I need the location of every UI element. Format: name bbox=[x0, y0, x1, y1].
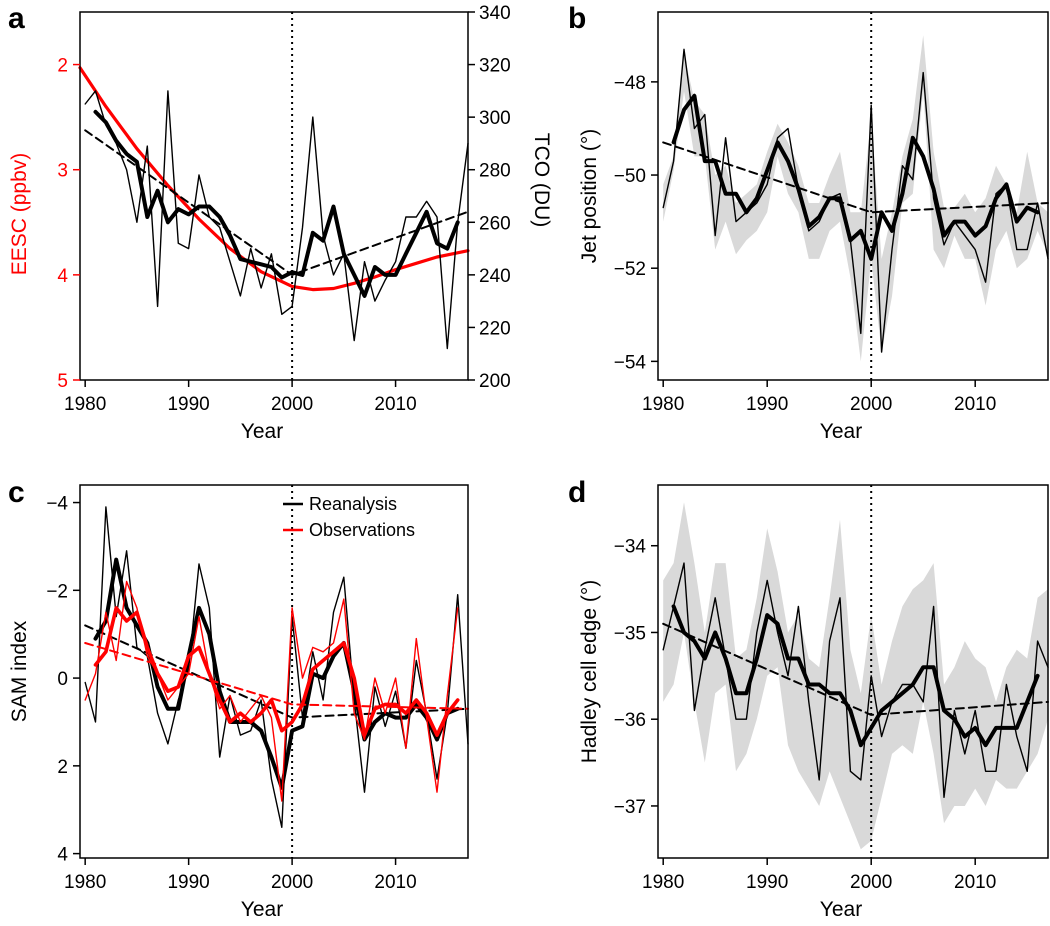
y-tick-label-right: 300 bbox=[479, 108, 511, 129]
y-tick-label: 2 bbox=[57, 757, 68, 778]
series-observations-trend bbox=[84, 642, 469, 710]
y-tick-label: −36 bbox=[614, 710, 646, 731]
series-jet-smoothed bbox=[671, 93, 1040, 261]
y-tick-label: −54 bbox=[614, 352, 647, 373]
x-axis-label: Year bbox=[820, 898, 862, 921]
series-reanalysis-annual bbox=[84, 506, 469, 828]
y-tick-label: −48 bbox=[614, 73, 646, 94]
x-tick-label: 1980 bbox=[64, 394, 106, 415]
uncertainty-band bbox=[663, 35, 1048, 362]
series-observations-smoothed bbox=[93, 606, 460, 737]
y-tick-label: −34 bbox=[614, 537, 647, 558]
y-tick-label-left: 5 bbox=[57, 371, 68, 392]
uncertainty-band bbox=[663, 502, 1048, 850]
y-axis-label-right: TCO (DU) bbox=[530, 133, 553, 227]
x-axis-label: Year bbox=[241, 420, 283, 443]
axes-frame bbox=[657, 484, 1049, 859]
series-observations-annual bbox=[84, 580, 459, 802]
y-tick-label-right: 320 bbox=[479, 56, 511, 77]
series-hadley-smoothed bbox=[671, 604, 1040, 748]
panel-letter: c bbox=[8, 476, 25, 509]
y-tick-label-left: 2 bbox=[57, 56, 68, 77]
panel-d: d 1980 1990 2000 2010 Year −34 −35 −36 −37 Hadley … bbox=[568, 476, 1049, 921]
y-axis-label: Hadley cell edge (°) bbox=[578, 580, 601, 763]
x-tick-label: 2000 bbox=[850, 394, 892, 415]
axes-frame bbox=[79, 484, 469, 859]
y-tick-label: −35 bbox=[614, 623, 646, 644]
y-tick-label-right: 200 bbox=[479, 371, 511, 392]
x-tick-label: 2010 bbox=[374, 394, 416, 415]
x-tick-label: 1980 bbox=[642, 394, 684, 415]
y-axis-label: SAM index bbox=[8, 620, 31, 722]
legend-label-observations: Observations bbox=[309, 520, 415, 540]
x-tick-label: 1990 bbox=[167, 872, 209, 893]
x-tick-label: 1990 bbox=[746, 872, 788, 893]
series-hadley-trend bbox=[662, 622, 1049, 716]
y-tick-label-left: 4 bbox=[57, 266, 68, 287]
y-tick-label-right: 240 bbox=[479, 266, 511, 287]
x-tick-label: 1990 bbox=[167, 394, 209, 415]
x-axis-label: Year bbox=[820, 420, 862, 443]
y-tick-label: −2 bbox=[46, 581, 68, 602]
series-eesc bbox=[78, 66, 470, 292]
y-tick-label: 4 bbox=[57, 845, 68, 866]
y-tick-label: −50 bbox=[614, 166, 646, 187]
y-tick-label: −52 bbox=[614, 259, 646, 280]
x-tick-label: 2010 bbox=[954, 872, 996, 893]
y-axis-label-left: EESC (ppbv) bbox=[8, 153, 31, 276]
y-tick-label: −37 bbox=[614, 797, 646, 818]
axes-frame bbox=[657, 11, 1049, 381]
series-reanalysis-smoothed bbox=[93, 557, 460, 790]
x-tick-label: 2010 bbox=[374, 872, 416, 893]
y-tick-label-right: 280 bbox=[479, 161, 511, 182]
panel-letter: b bbox=[568, 2, 586, 35]
y-axis-label: Jet position (°) bbox=[578, 129, 601, 263]
series-jet-trend bbox=[662, 141, 1049, 214]
axes-frame bbox=[79, 11, 469, 381]
panel-a: a 1980 1990 2000 2010 Year 2 3 4 5 EESC (ppbv) 200 2… bbox=[8, 2, 553, 443]
y-tick-label-right: 260 bbox=[479, 213, 511, 234]
x-axis-label: Year bbox=[241, 898, 283, 921]
series-tco-smoothed bbox=[93, 109, 460, 298]
panel-c: c 1980 1990 2000 2010 Year −4 −2 0 2 4 SAM index Rea… bbox=[8, 476, 469, 921]
x-tick-label: 1990 bbox=[746, 394, 788, 415]
x-tick-label: 2000 bbox=[850, 872, 892, 893]
x-tick-label: 1980 bbox=[64, 872, 106, 893]
panel-b: b 1980 1990 2000 2010 Year −48 −50 −52 −54 Jet pos… bbox=[568, 2, 1049, 443]
y-tick-label-right: 340 bbox=[479, 3, 511, 24]
x-tick-label: 2000 bbox=[271, 872, 313, 893]
series-jet-annual bbox=[662, 48, 1049, 353]
series-tco-trend bbox=[84, 129, 469, 276]
series-tco-annual bbox=[84, 90, 469, 350]
legend: Reanalysis Observations bbox=[283, 494, 415, 540]
x-tick-label: 1980 bbox=[642, 872, 684, 893]
x-tick-label: 2000 bbox=[271, 394, 313, 415]
panel-letter: d bbox=[568, 476, 586, 509]
panel-letter: a bbox=[8, 2, 25, 35]
y-tick-label: 0 bbox=[57, 669, 68, 690]
y-tick-label-right: 220 bbox=[479, 318, 511, 339]
legend-label-reanalysis: Reanalysis bbox=[309, 494, 397, 514]
y-tick-label-left: 3 bbox=[57, 161, 68, 182]
x-tick-label: 2010 bbox=[954, 394, 996, 415]
y-tick-label: −4 bbox=[46, 494, 68, 515]
